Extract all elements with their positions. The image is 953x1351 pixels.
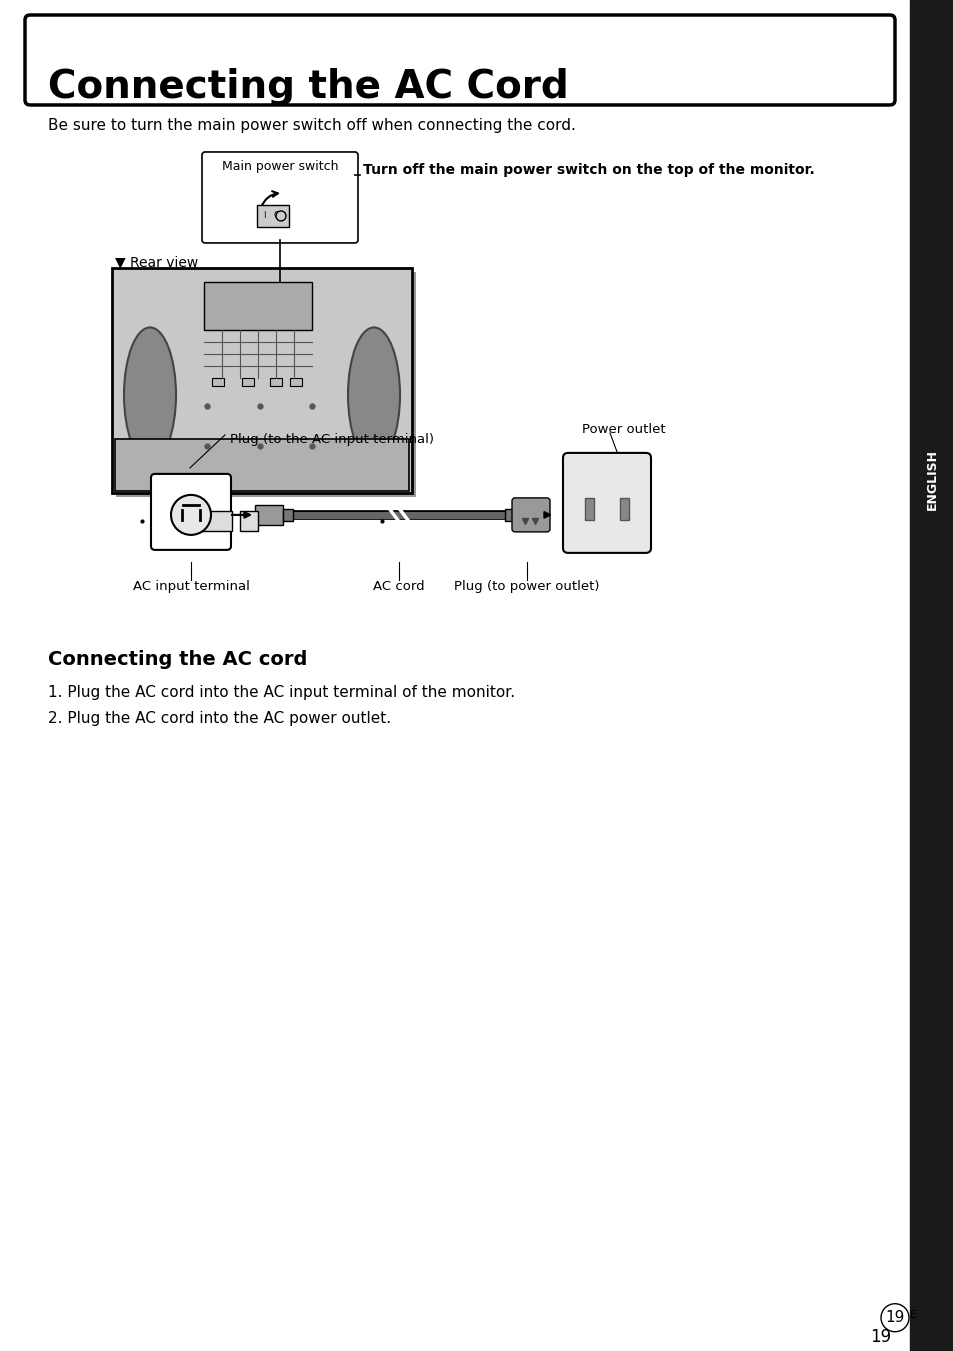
Bar	[115, 439, 409, 490]
Text: Plug (to power outlet): Plug (to power outlet)	[454, 580, 599, 593]
Circle shape	[171, 494, 211, 535]
Bar	[270, 378, 282, 386]
Text: Be sure to turn the main power switch off when connecting the cord.: Be sure to turn the main power switch of…	[48, 118, 576, 132]
Bar	[256, 205, 289, 227]
Bar	[154, 478, 227, 546]
Circle shape	[880, 1304, 908, 1332]
Bar	[112, 267, 412, 493]
Bar	[204, 282, 312, 330]
Text: O: O	[274, 212, 280, 220]
FancyBboxPatch shape	[562, 453, 650, 553]
Text: ▼ Rear view: ▼ Rear view	[115, 255, 198, 269]
Text: E: E	[909, 1309, 916, 1320]
Text: AC cord: AC cord	[373, 580, 424, 593]
Text: Connecting the AC Cord: Connecting the AC Cord	[48, 68, 568, 105]
Text: Turn off the main power switch on the top of the monitor.: Turn off the main power switch on the to…	[363, 163, 814, 177]
Ellipse shape	[124, 327, 175, 462]
Circle shape	[275, 211, 286, 222]
Text: 2. Plug the AC cord into the AC power outlet.: 2. Plug the AC cord into the AC power ou…	[48, 711, 391, 725]
Ellipse shape	[348, 327, 399, 462]
Text: 19: 19	[869, 1328, 890, 1346]
Bar	[242, 378, 253, 386]
Bar	[196, 511, 232, 531]
Text: AC input terminal: AC input terminal	[132, 580, 249, 593]
Text: Connecting the AC cord: Connecting the AC cord	[48, 650, 307, 669]
Bar	[290, 378, 302, 386]
Text: Power outlet: Power outlet	[581, 423, 665, 436]
Bar	[909, 0, 953, 1351]
Text: 19: 19	[884, 1310, 903, 1325]
Text: ENGLISH: ENGLISH	[924, 450, 938, 511]
FancyBboxPatch shape	[202, 151, 357, 243]
FancyBboxPatch shape	[512, 499, 550, 532]
Bar	[619, 499, 628, 520]
FancyBboxPatch shape	[25, 15, 894, 105]
Text: I: I	[262, 212, 265, 220]
Bar	[504, 509, 515, 521]
Text: Main power switch: Main power switch	[221, 159, 338, 173]
Text: 1. Plug the AC cord into the AC input terminal of the monitor.: 1. Plug the AC cord into the AC input te…	[48, 685, 515, 700]
Bar	[584, 499, 594, 520]
Bar	[240, 511, 257, 531]
Bar	[283, 509, 293, 521]
Bar	[254, 505, 283, 526]
Bar	[116, 272, 416, 497]
Text: Plug (to the AC input terminal): Plug (to the AC input terminal)	[230, 432, 434, 446]
Bar	[212, 378, 224, 386]
FancyBboxPatch shape	[151, 474, 231, 550]
